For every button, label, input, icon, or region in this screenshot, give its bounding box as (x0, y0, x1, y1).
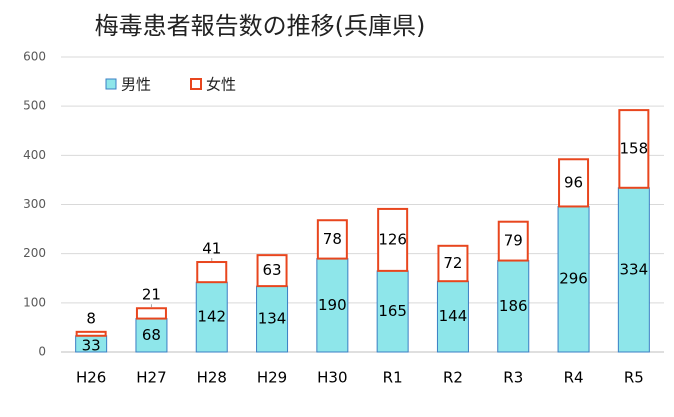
x-tick-label: R3 (503, 369, 523, 387)
bar-male (135, 318, 168, 353)
data-label-male: 165 (378, 302, 407, 320)
x-tick-label: H28 (197, 369, 227, 387)
bar-female (256, 254, 288, 288)
data-label-female: 41 (202, 240, 221, 258)
y-tick-label: 300 (23, 197, 46, 211)
bar-female (497, 220, 529, 262)
y-tick-label: 200 (23, 246, 46, 260)
data-label-female: 79 (504, 232, 523, 250)
data-label-female: 78 (323, 230, 342, 248)
legend-label-female: 女性 (206, 76, 236, 94)
bar-male (256, 285, 289, 353)
bar-female (316, 219, 348, 260)
bar-female (75, 330, 107, 337)
data-label-male: 190 (318, 296, 347, 314)
data-label-male: 144 (439, 307, 468, 325)
bar-female (377, 207, 409, 272)
bar-male (316, 258, 349, 353)
bar-male (557, 205, 590, 353)
data-label-female: 158 (620, 139, 649, 157)
data-label-female: 8 (86, 309, 96, 327)
bar-female (135, 307, 167, 320)
legend-label-male: 男性 (121, 76, 151, 94)
bar-female (437, 244, 469, 283)
data-label-male: 68 (142, 326, 161, 344)
legend-swatch-male (105, 78, 117, 90)
x-tick-label: R4 (564, 369, 584, 387)
y-tick-label: 500 (23, 99, 46, 113)
data-label-male: 142 (197, 308, 226, 326)
data-label-male: 334 (620, 260, 649, 278)
data-label-female: 63 (263, 261, 282, 279)
y-tick-label: 100 (23, 295, 46, 309)
x-tick-label: R5 (624, 369, 644, 387)
y-tick-label: 600 (23, 50, 46, 64)
data-label-male: 134 (258, 310, 287, 328)
x-tick-label: H30 (317, 369, 347, 387)
data-label-female: 126 (378, 230, 407, 248)
bar-male (497, 260, 530, 353)
data-label-male: 296 (559, 270, 588, 288)
x-tick-label: H27 (136, 369, 166, 387)
bar-female (618, 109, 650, 189)
x-tick-label: R2 (443, 369, 463, 387)
bar-male (436, 280, 469, 353)
chart-title: 梅毒患者報告数の推移(兵庫県) (94, 12, 426, 40)
y-tick-label: 400 (23, 148, 46, 162)
bar-female (558, 158, 590, 208)
bar-male (195, 281, 228, 353)
data-label-female: 72 (443, 254, 462, 272)
data-label-male: 186 (499, 297, 528, 315)
data-label-female: 96 (564, 173, 583, 191)
data-label-male: 33 (82, 336, 101, 354)
x-tick-label: H29 (257, 369, 287, 387)
legend-swatch-female (190, 78, 202, 90)
x-tick-label: R1 (383, 369, 403, 387)
y-tick-label: 0 (38, 345, 46, 359)
x-tick-label: H26 (76, 369, 106, 387)
data-label-female: 21 (142, 286, 161, 304)
bar-female (196, 261, 228, 284)
bar-male (617, 187, 650, 353)
